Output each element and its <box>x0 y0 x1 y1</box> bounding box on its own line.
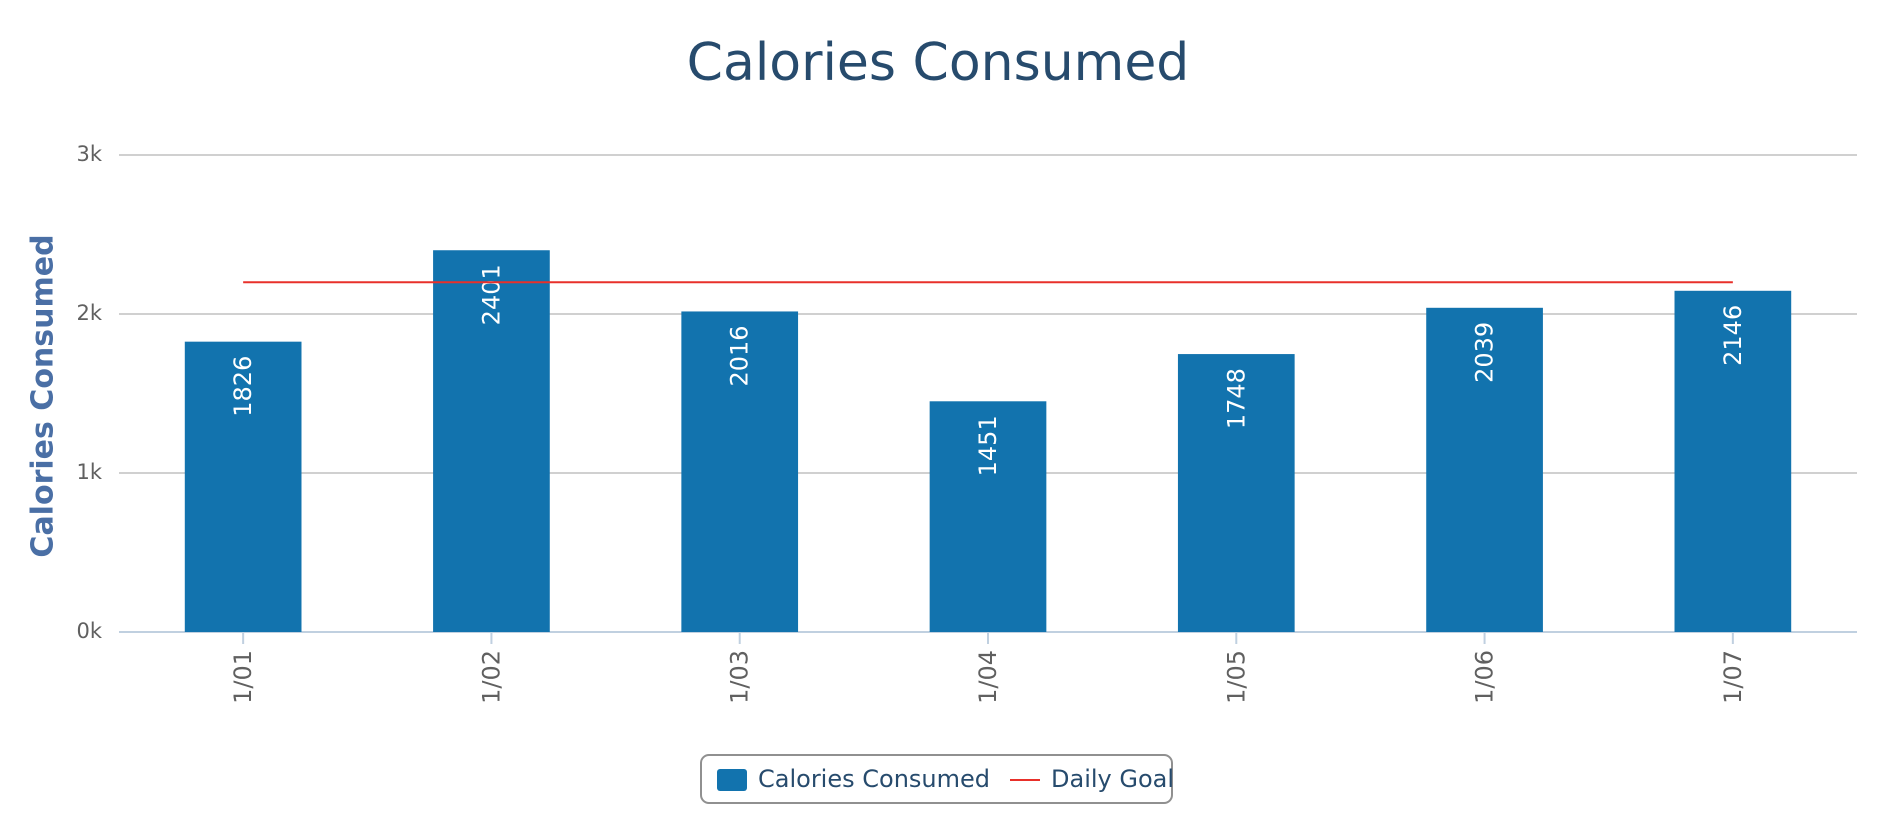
bar <box>1177 354 1295 632</box>
bar <box>433 250 550 632</box>
x-tick-label: 1/06 <box>1471 650 1499 704</box>
y-tick-label: 1k <box>76 460 102 484</box>
legend-box <box>700 754 1173 804</box>
x-tick-label: 1/05 <box>1222 650 1250 704</box>
legend-label: Daily Goal <box>1051 765 1174 793</box>
x-tick-label: 1/07 <box>1719 650 1747 704</box>
y-axis-title: Calories Consumed <box>26 234 61 557</box>
y-tick-label: 3k <box>76 142 102 166</box>
x-tick-label: 1/01 <box>229 650 257 704</box>
data-label: 2039 <box>1471 322 1499 383</box>
y-tick-label: 0k <box>76 619 102 643</box>
x-tick-label: 1/04 <box>974 650 1002 704</box>
bar <box>184 341 302 632</box>
x-tick-label: 1/02 <box>477 650 505 704</box>
data-label: 1748 <box>1222 368 1250 429</box>
bar <box>681 311 799 632</box>
x-tick-label: 1/03 <box>726 650 754 704</box>
y-tick-label: 2k <box>76 301 102 325</box>
data-label: 2401 <box>477 264 505 325</box>
data-label: 1826 <box>229 356 257 417</box>
data-label: 2016 <box>726 325 754 386</box>
bar <box>1674 290 1792 632</box>
data-label: 1451 <box>974 415 1002 476</box>
legend-label: Calories Consumed <box>758 765 990 793</box>
bar <box>1426 307 1543 632</box>
data-label: 2146 <box>1719 305 1747 366</box>
bar <box>929 401 1047 632</box>
legend-swatch <box>717 769 747 791</box>
chart-title: Calories Consumed <box>687 33 1190 93</box>
